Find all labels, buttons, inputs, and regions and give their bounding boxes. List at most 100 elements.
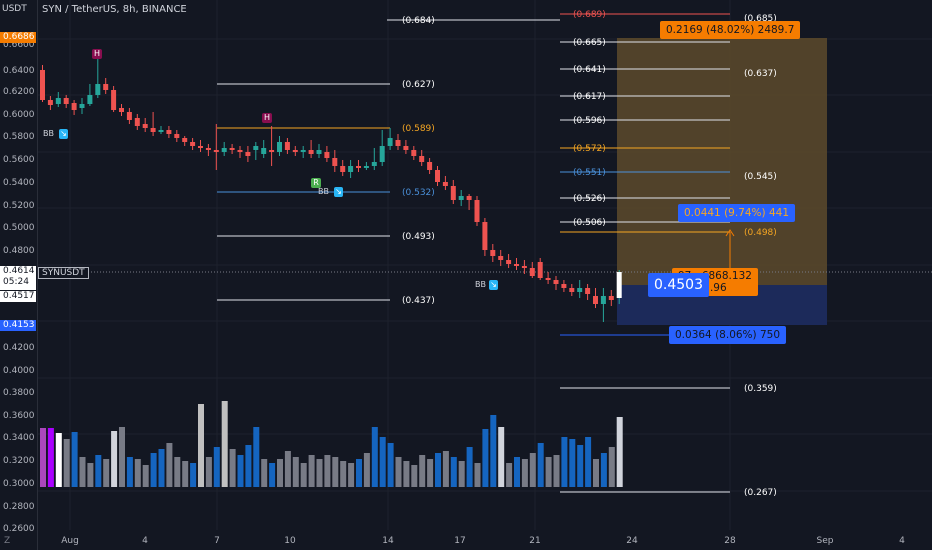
price-tick: 0.3200: [3, 456, 35, 466]
target-zone[interactable]: [617, 38, 827, 285]
volume-bar: [229, 449, 236, 487]
mid-target-label[interactable]: 0.0441 (9.74%) 441: [678, 204, 796, 222]
candle-body: [419, 156, 425, 162]
fib-label: (0.526): [573, 194, 606, 204]
volume-bar: [450, 457, 457, 487]
bar-countdown: 05:24: [3, 277, 29, 287]
volume-bar: [340, 461, 347, 487]
volume-bar: [332, 457, 339, 487]
volume-bar: [569, 439, 576, 487]
candle-body: [340, 166, 346, 172]
candle-body: [221, 148, 227, 152]
price-tick: 0.3600: [3, 411, 35, 421]
volume-bar: [490, 415, 497, 487]
volume-bar: [126, 457, 133, 487]
price-tag[interactable]: 0.4503: [648, 273, 709, 297]
candle-body: [292, 150, 298, 152]
entry-label-line2: 5.96: [703, 282, 727, 294]
fib-label: (0.572): [573, 144, 606, 154]
target-label[interactable]: 0.2169 (48.02%) 2489.7: [660, 21, 801, 39]
price-axis[interactable]: USDT 0.6600 0.6400 0.6200 0.6000 0.5800 0.560…: [0, 0, 38, 550]
corner-label[interactable]: Z: [4, 536, 11, 546]
candlesticks: [40, 52, 622, 322]
volume-bar: [284, 451, 291, 487]
bb-marker: BB: [318, 187, 329, 196]
candle-body: [229, 148, 235, 150]
candle-body: [577, 288, 583, 292]
price-tick: 0.6600: [3, 40, 35, 50]
candle-body: [55, 98, 61, 104]
time-tick: 4: [899, 536, 905, 546]
candle-body: [608, 296, 614, 300]
time-tick: 14: [382, 536, 394, 546]
candle-body: [506, 260, 512, 264]
volume-bar: [387, 443, 394, 487]
candle-body: [245, 152, 251, 156]
candle-body: [403, 146, 409, 150]
time-tick: 21: [529, 536, 541, 546]
candle-body: [150, 128, 156, 132]
candle-body: [190, 142, 196, 146]
candle-body: [521, 266, 527, 268]
price-tick: 0.4200: [3, 343, 35, 353]
volume-bar: [600, 453, 607, 487]
volume-bar: [442, 451, 449, 487]
volume-bar: [150, 453, 157, 487]
volume-bar: [521, 459, 528, 487]
candle-body: [300, 150, 306, 152]
symbol-label: SYNUSDT: [38, 267, 89, 279]
volume-bar: [545, 457, 552, 487]
last-price-badge: 0.4614 05:24: [0, 266, 36, 290]
volume-bar: [198, 404, 204, 487]
fib-label: (0.589): [402, 124, 435, 134]
time-tick: 17: [454, 536, 466, 546]
candle-body: [616, 272, 622, 298]
volume-bar: [40, 428, 46, 487]
volume-bar: [356, 459, 362, 487]
price-tick: 0.2600: [3, 524, 35, 534]
volume-bar: [537, 443, 544, 487]
price-tick: 0.6400: [3, 66, 35, 76]
fib-label: (0.596): [573, 116, 606, 126]
fib-label: (0.267): [744, 488, 777, 498]
candle-body: [182, 138, 188, 142]
volume-bar: [103, 459, 110, 487]
time-tick: 24: [626, 536, 638, 546]
candle-body: [561, 284, 567, 288]
fib-label: (0.665): [573, 38, 606, 48]
fib-label: (0.627): [402, 80, 435, 90]
candle-body: [371, 162, 377, 166]
stop-label[interactable]: 0.0364 (8.06%) 750: [669, 326, 787, 344]
candle-body: [71, 103, 77, 110]
volume-bar: [261, 459, 268, 487]
volume-bar: [474, 463, 481, 487]
volume-bar: [371, 427, 378, 487]
candle-body: [103, 84, 109, 90]
price-tick: 0.4800: [3, 246, 35, 256]
candle-body: [261, 148, 267, 154]
candle-body: [474, 200, 480, 222]
volume-bar: [111, 431, 118, 487]
price-tick: 0.3800: [3, 388, 35, 398]
volume-bar: [482, 429, 489, 487]
volume-bar: [142, 465, 149, 487]
volume-bar: [395, 457, 402, 487]
volume-bar: [292, 457, 299, 487]
candle-body: [79, 104, 85, 108]
chart-title[interactable]: SYN / TetherUS, 8h, BINANCE: [42, 4, 187, 15]
volume-bar: [182, 461, 189, 487]
volume-bar: [190, 463, 197, 487]
candle-body: [450, 186, 456, 200]
candle-body: [427, 162, 433, 170]
candle-body: [63, 98, 69, 104]
candle-body: [442, 182, 448, 186]
volume-bar: [348, 463, 355, 487]
candle-body: [166, 130, 172, 134]
volume-bar: [134, 459, 141, 487]
volume-bar: [63, 439, 70, 487]
volume-bar: [245, 445, 252, 487]
candle-body: [316, 150, 322, 154]
candle-body: [213, 150, 219, 152]
